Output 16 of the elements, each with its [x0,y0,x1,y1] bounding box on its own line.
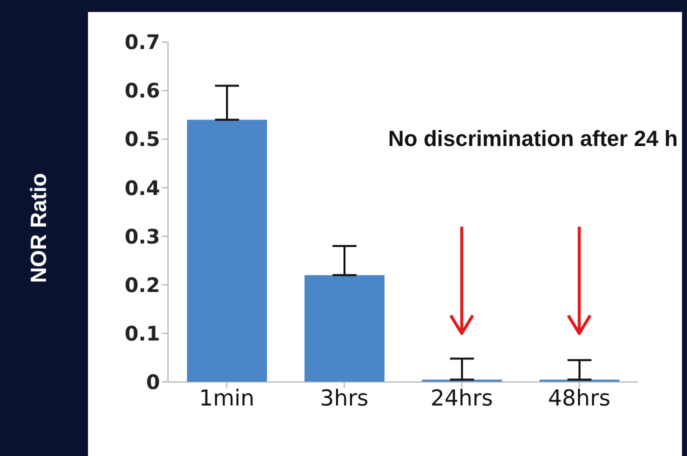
bar [304,275,384,382]
y-tick-label: 0.2 [124,272,160,297]
y-axis-title: NOR Ratio [26,173,52,283]
y-tick-label: 0.7 [124,30,160,54]
y-tick-label: 0.5 [124,127,160,152]
y-tick-label: 0.6 [124,78,160,103]
annotation: No discrimination after 24 h [388,125,678,153]
x-tick-label: 48hrs [548,386,610,412]
bar [187,120,267,382]
x-tick-label: 1min [199,386,254,412]
y-tick-label: 0.3 [124,224,160,248]
y-tick-label: 0.1 [124,322,160,346]
y-tick-label: 0.4 [124,176,160,200]
x-tick-label: 24hrs [430,386,493,412]
y-tick-label: 0 [146,370,160,394]
x-tick-label: 3hrs [320,386,368,412]
